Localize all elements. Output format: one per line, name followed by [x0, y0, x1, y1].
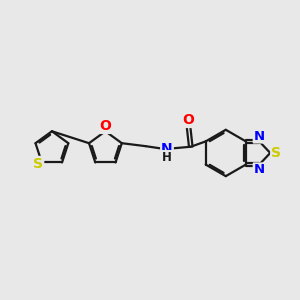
Text: H: H [162, 151, 172, 164]
Text: N: N [161, 142, 173, 156]
Text: S: S [33, 157, 43, 171]
Text: S: S [271, 146, 281, 160]
Text: O: O [182, 113, 194, 127]
Text: N: N [254, 164, 265, 176]
Text: O: O [100, 119, 111, 133]
Text: N: N [254, 130, 265, 142]
